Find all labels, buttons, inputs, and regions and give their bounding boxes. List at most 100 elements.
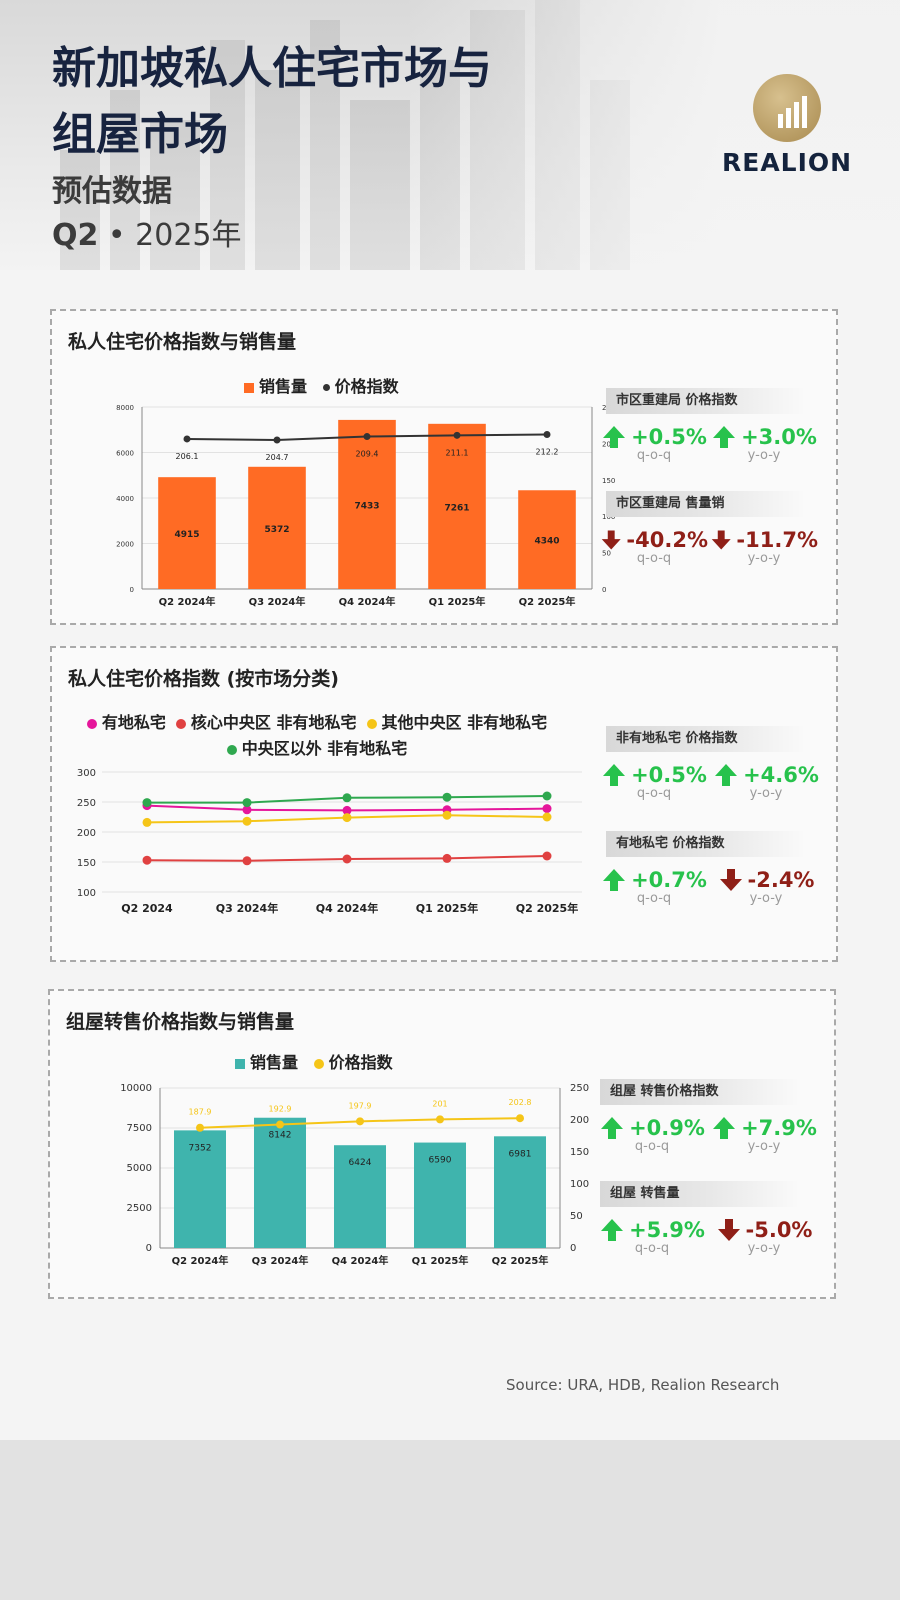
x-tick-label: Q1 2025年 (429, 595, 486, 608)
series-point (442, 792, 452, 802)
y-right-tick-label: 200 (602, 440, 615, 448)
legend-label-sales: 销售量 (250, 1053, 299, 1072)
index-data-label: 201 (432, 1099, 447, 1108)
hdb-sales-index-chart: 0 2500 5000 7500 10000 0 50 100 150 200 250 7352 Q2 … (120, 1083, 589, 1267)
index-data-label: 187.9 (189, 1108, 212, 1117)
market-segment-panel: 私人住宅价格指数 (按市场分类) 有地私宅 核心中央区 非有地私宅 其他中央区 非有… (50, 646, 838, 962)
stat-item: +0.5% q-o-q (600, 762, 708, 801)
bar (414, 1142, 466, 1248)
legend-item-index: 价格指数 (322, 377, 399, 396)
legend-item-sales: 销售量 (235, 1053, 298, 1072)
y-left-tick-label: 2500 (127, 1203, 152, 1214)
stat-value: -11.7% (736, 528, 818, 552)
x-tick-label: Q4 2024年 (316, 901, 378, 915)
legend-item-sales: 销售量 (244, 377, 307, 396)
y-right-tick-label: 0 (602, 586, 606, 594)
title-line-2: 组屋市场 (52, 109, 228, 160)
stat-item: +4.6% y-o-y (712, 762, 820, 801)
series-point (542, 851, 552, 861)
index-point (453, 431, 461, 439)
x-tick-label: Q2 2024 (121, 902, 173, 915)
x-tick-label: Q4 2024年 (332, 1254, 389, 1267)
series-point (142, 798, 152, 808)
index-point (183, 435, 191, 443)
index-data-label: 206.1 (176, 452, 199, 461)
stat-item: -2.4% y-o-y (712, 867, 820, 906)
legend-label: 有地私宅 (101, 713, 166, 732)
y-right-tick-label: 200 (570, 1115, 589, 1126)
bar-data-label: 6424 (349, 1158, 372, 1168)
bar (518, 490, 576, 589)
legend-label-index: 价格指数 (334, 377, 399, 396)
title-line-1: 新加坡私人住宅市场与 (52, 43, 492, 94)
stat-value: -40.2% (626, 528, 708, 552)
y-left-tick-label: 2000 (116, 541, 134, 549)
legend-label: 其他中央区 非有地私宅 (381, 713, 548, 732)
stat-period: q-o-q (636, 891, 672, 906)
header-fade-overlay (0, 0, 900, 270)
series-point (342, 854, 352, 864)
y-right-tick-label: 50 (570, 1211, 583, 1222)
stat-item: +5.9% q-o-q (598, 1217, 706, 1256)
x-tick-label: Q2 2025年 (492, 1254, 549, 1267)
bar-data-label: 4915 (174, 530, 199, 540)
stat-label: 非有地私宅 价格指数 (606, 726, 806, 752)
realion-logo: REALION (722, 74, 852, 184)
stat-item: +7.9% y-o-y (710, 1115, 818, 1154)
period-year: • 2025年 (98, 218, 242, 253)
y-left-tick-label: 8000 (116, 404, 134, 412)
stat-item: +3.0% y-o-y (710, 424, 818, 463)
index-data-label: 211.1 (446, 448, 469, 457)
legend-label: 核心中央区 非有地私宅 (190, 713, 357, 732)
series-point (242, 816, 252, 826)
x-tick-label: Q2 2024年 (172, 1254, 229, 1267)
stat-item: +0.7% q-o-q (600, 867, 708, 906)
bar (494, 1136, 546, 1248)
y-left-tick-label: 5000 (127, 1163, 152, 1174)
index-data-label: 197.9 (349, 1101, 372, 1110)
stat-value: +4.6% (743, 763, 819, 787)
stat-period: y-o-y (747, 1241, 781, 1256)
stat-label: 市区重建局 售量销 (606, 491, 806, 517)
series-point (142, 855, 152, 865)
stat-item: +0.9% q-o-q (598, 1115, 706, 1154)
series-point (342, 793, 352, 803)
stat-label: 有地私宅 价格指数 (606, 831, 806, 857)
series-point (542, 804, 552, 814)
index-point (276, 1120, 284, 1129)
x-tick-label: Q2 2025年 (516, 901, 578, 915)
index-data-label: 209.4 (356, 450, 379, 459)
stat-item: -40.2% q-o-q (600, 527, 708, 566)
panel-title: 私人住宅价格指数 (按市场分类) (68, 668, 339, 690)
y-right-tick-label: 150 (570, 1147, 589, 1158)
page-title: 新加坡私人住宅市场与 组屋市场 (52, 36, 492, 168)
legend-item: 核心中央区 非有地私宅 (175, 713, 357, 732)
series-point (242, 798, 252, 808)
index-data-label: 202.8 (509, 1098, 532, 1107)
arrow-up-icon (601, 1219, 624, 1241)
x-tick-label: Q4 2024年 (339, 595, 396, 608)
stat-value: +0.5% (631, 763, 707, 787)
y-tick-label: 150 (77, 858, 96, 869)
index-point (196, 1123, 204, 1132)
stat-label: 组屋 转售价格指数 (600, 1079, 800, 1105)
index-data-label: 204.7 (266, 453, 289, 462)
x-tick-label: Q3 2024年 (252, 1254, 309, 1267)
x-tick-label: Q3 2024年 (249, 595, 306, 608)
stat-value: +7.9% (741, 1116, 817, 1140)
stat-period: y-o-y (747, 551, 781, 566)
arrow-up-icon (713, 1117, 736, 1139)
stat-period: y-o-y (749, 891, 783, 906)
bar-data-label: 6981 (509, 1149, 532, 1159)
arrow-down-icon (717, 1219, 740, 1241)
panel-title: 组屋转售价格指数与销售量 (66, 1011, 295, 1033)
y-tick-label: 300 (77, 768, 96, 779)
index-point (436, 1115, 444, 1124)
arrow-up-icon (603, 426, 626, 448)
x-tick-label: Q2 2024年 (159, 595, 216, 608)
stat-item: +0.5% q-o-q (600, 424, 708, 463)
source-note: Source: URA, HDB, Realion Research (506, 1376, 780, 1394)
bar (158, 477, 216, 589)
hdb-resale-panel: 组屋转售价格指数与销售量 销售量 价格指数 0 2500 5000 7500 10000… (48, 989, 836, 1299)
arrow-down-icon (711, 530, 731, 550)
